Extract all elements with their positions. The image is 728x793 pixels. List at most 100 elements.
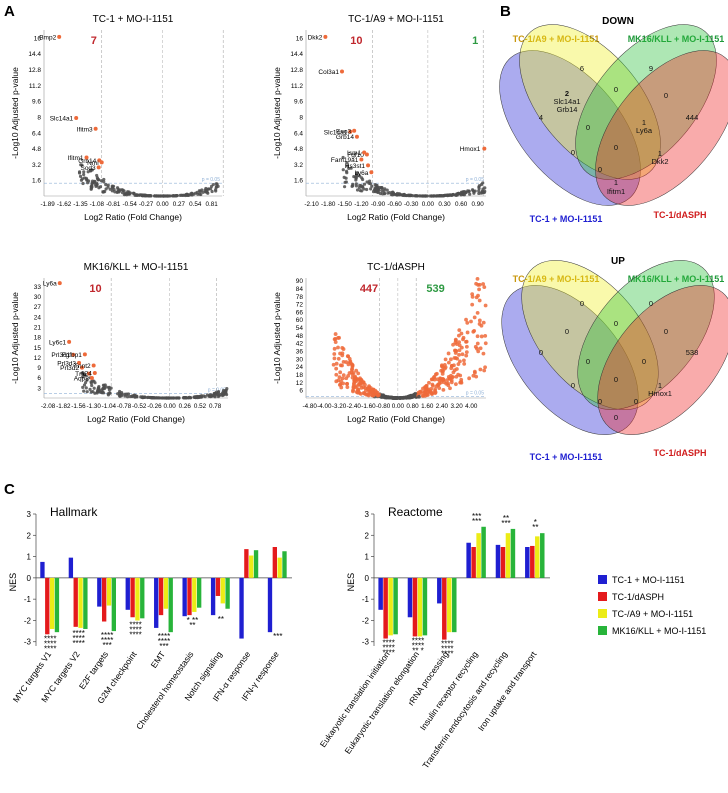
- volcano-mk16-kll: MK16/KLL + MO-I-1151 3 6 9 12 15 18 21 24 27 30 33 -…: [10, 262, 229, 424]
- point: [93, 183, 98, 187]
- point: [477, 189, 481, 193]
- gene-point: [77, 360, 82, 365]
- significance-stars: ****: [412, 636, 424, 645]
- bar: [452, 577, 457, 633]
- point: [98, 185, 103, 189]
- gene-label: Tnnt2: [74, 363, 91, 370]
- panel-label-a: A: [4, 3, 15, 20]
- bar: [83, 577, 88, 629]
- significance-stars: ****: [44, 644, 56, 653]
- y-tick-label: 0: [365, 574, 370, 583]
- y-tick-label: 6: [37, 375, 41, 382]
- bar: [437, 577, 442, 604]
- point: [460, 191, 464, 195]
- venn-up-region: 0: [580, 299, 584, 308]
- x-tick-label: 0.80: [406, 403, 419, 410]
- point: [477, 186, 481, 191]
- bar: [54, 577, 60, 633]
- venn-down-region: 0: [614, 143, 618, 152]
- point: [355, 384, 359, 389]
- gene-point: [86, 371, 91, 376]
- point: [345, 161, 349, 165]
- y-tick-label: 42: [296, 341, 304, 348]
- point: [395, 191, 399, 196]
- point: [370, 184, 374, 188]
- point: [464, 353, 469, 358]
- x-axis-label: Log2 Ratio (Fold Change): [87, 414, 185, 424]
- point: [479, 323, 484, 328]
- y-tick-label: 15: [34, 345, 42, 352]
- x-tick-label: -0.26: [147, 403, 162, 410]
- point: [358, 376, 362, 381]
- y-tick-label: 24: [34, 314, 42, 321]
- gene-label: Fgf10: [347, 152, 364, 159]
- point: [102, 177, 106, 182]
- point: [112, 187, 116, 192]
- point: [127, 191, 131, 195]
- point: [344, 376, 349, 381]
- y-tick-label: 72: [296, 302, 304, 309]
- y-tick-label: 1.6: [32, 178, 41, 185]
- point: [77, 171, 82, 175]
- point: [88, 387, 92, 391]
- x-tick-label: 4.00: [465, 403, 478, 410]
- gene-label: Sod3: [80, 165, 96, 172]
- point: [120, 392, 124, 396]
- y-tick-label: 78: [296, 294, 304, 301]
- point: [465, 330, 470, 335]
- down-count: 10: [350, 35, 362, 47]
- y-tick-label: 54: [296, 325, 304, 332]
- point: [79, 178, 84, 182]
- y-tick-label: 4.8: [32, 146, 41, 153]
- significance-stars: ***: [472, 512, 481, 521]
- background-points: [80, 371, 229, 400]
- point: [358, 383, 363, 388]
- point: [81, 375, 85, 379]
- point: [470, 302, 475, 307]
- gene-label: Hs3st1: [345, 163, 366, 170]
- point: [391, 190, 395, 194]
- bar: [412, 577, 418, 637]
- point: [407, 394, 412, 399]
- point: [102, 180, 106, 184]
- point: [479, 334, 484, 339]
- point: [187, 193, 191, 197]
- point: [483, 303, 488, 308]
- point: [356, 371, 361, 376]
- gene-point: [369, 170, 374, 175]
- point: [347, 371, 352, 375]
- point: [415, 194, 419, 198]
- y-axis-label: NES: [8, 573, 18, 592]
- point: [344, 360, 349, 364]
- point: [353, 175, 357, 179]
- gene-label: Slc14a1: [324, 129, 348, 136]
- point: [184, 396, 188, 400]
- point: [425, 392, 430, 397]
- x-tick-label: -1.60: [361, 403, 376, 410]
- point: [148, 396, 153, 400]
- x-tick-label: -2.10: [304, 201, 319, 208]
- point: [478, 346, 483, 351]
- gene-point: [57, 34, 62, 39]
- significance-stars: ***: [273, 632, 282, 641]
- point: [470, 292, 475, 297]
- x-tick-label: -1.56: [71, 403, 86, 410]
- point: [341, 347, 346, 351]
- point: [456, 362, 461, 367]
- significance-stars: ****: [72, 629, 84, 638]
- point: [381, 192, 385, 196]
- significance-stars: ****: [101, 636, 113, 645]
- point: [457, 352, 461, 357]
- venn-down-region: Ifitm1: [607, 187, 625, 196]
- point: [472, 315, 477, 320]
- bar: [282, 551, 287, 578]
- y-tick-label: 11.2: [291, 83, 304, 90]
- point: [83, 373, 87, 377]
- venn-up-ellipse-dasph: [597, 285, 728, 435]
- point: [376, 393, 380, 398]
- y-tick-label: 14.4: [28, 51, 41, 58]
- point: [85, 390, 89, 394]
- point: [456, 191, 460, 196]
- significance-stars: *: [534, 518, 537, 527]
- point: [482, 285, 487, 290]
